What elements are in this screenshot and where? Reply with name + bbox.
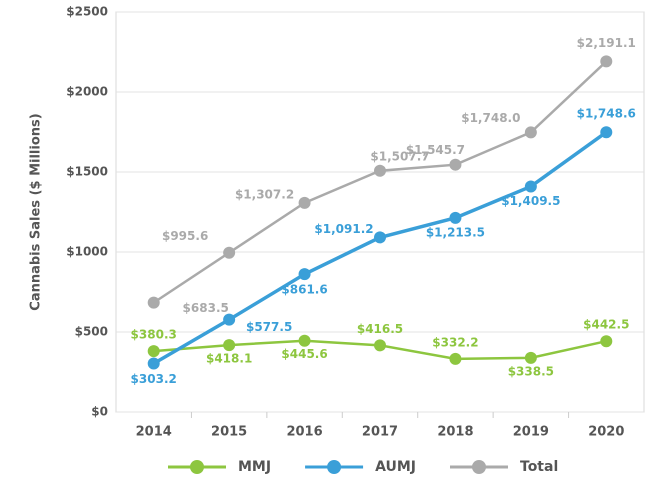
data-point [600,335,613,348]
data-label: $418.1 [206,352,252,366]
y-tick-label: $2000 [66,85,108,99]
legend-marker [190,460,204,474]
data-point [374,231,386,244]
x-tick-label: 2016 [286,425,322,440]
data-point [298,196,311,209]
y-tick-label: $500 [75,325,108,339]
data-point [298,334,311,347]
x-tick-label: 2017 [362,425,398,440]
data-point [524,180,537,193]
x-tick-label: 2019 [513,425,549,440]
y-tick-label: $2500 [66,5,108,19]
y-axis-title: Cannabis Sales ($ Millions) [29,113,44,310]
y-tick-label: $0 [91,405,108,419]
x-tick-label: 2015 [211,425,247,440]
data-point [147,345,160,358]
legend-marker [472,460,486,474]
legend-marker [327,460,342,474]
legend-label: AUMJ [375,459,416,475]
data-point [147,296,160,309]
data-label: $1,507.7 [370,149,429,163]
data-label: $1,545.7 [406,143,465,157]
data-label: $577.5 [246,320,292,334]
y-tick-label: $1000 [66,245,108,259]
y-tick-label: $1500 [66,165,108,179]
data-point [524,126,537,139]
data-label: $303.2 [131,372,177,386]
legend-label: MMJ [238,459,271,475]
data-label: $1,748.6 [577,107,636,121]
data-point [147,357,160,370]
data-point [374,164,386,177]
legend-label: Total [520,459,558,475]
data-point [449,211,462,224]
data-point [600,55,613,68]
data-label: $861.6 [281,283,327,297]
x-tick-label: 2020 [588,425,624,440]
data-label: $1,409.5 [501,194,560,208]
data-point [223,313,236,326]
data-label: $995.6 [162,229,208,243]
data-label: $1,748.0 [461,111,520,125]
data-point [298,268,311,281]
data-label: $338.5 [508,364,554,378]
plot-frame [115,11,645,413]
data-label: $416.5 [357,322,403,336]
x-tick-label: 2014 [136,425,172,440]
data-point [223,339,236,352]
x-tick-label: 2018 [437,425,473,440]
data-label: $380.3 [131,328,177,342]
data-point [223,246,236,259]
data-label: $1,091.2 [314,222,373,236]
data-label: $683.5 [183,301,229,315]
data-point [449,158,462,171]
data-point [600,126,613,139]
data-label: $1,213.5 [426,225,485,239]
data-point [524,351,537,364]
data-point [374,339,386,352]
data-label: $2,191.1 [577,36,636,50]
data-point [449,352,462,365]
data-label: $1,307.2 [235,187,294,201]
data-label: $445.6 [281,347,327,361]
data-label: $442.5 [583,318,629,332]
data-label: $332.2 [432,335,478,349]
